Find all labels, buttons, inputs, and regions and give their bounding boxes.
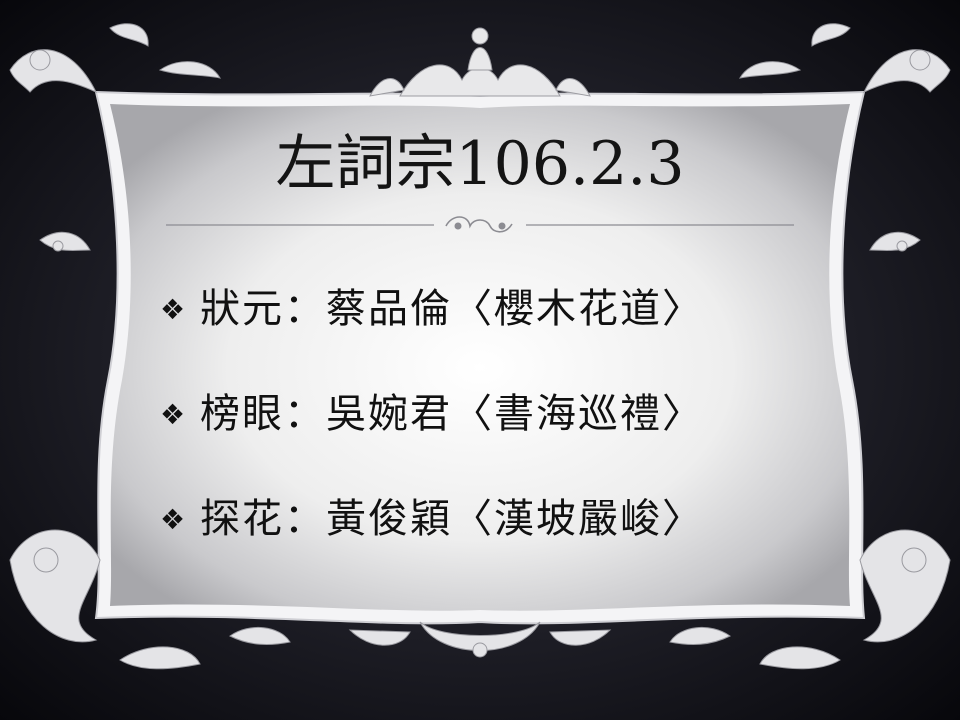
four-diamond-bullet-icon: ❖: [160, 503, 186, 536]
bottom-left-scroll-ornament: [9, 529, 291, 670]
list-item-text: 狀元：蔡品倫〈櫻木花道〉: [200, 286, 704, 332]
four-diamond-bullet-icon: ❖: [160, 293, 186, 326]
list-item: ❖ 榜眼：吳婉君〈書海巡禮〉: [160, 387, 860, 442]
frame-panel: [110, 104, 850, 611]
four-diamond-bullet-icon: ❖: [160, 398, 186, 431]
list-item-text: 探花：黃俊穎〈漢坡嚴峻〉: [200, 496, 704, 542]
title-divider: [166, 216, 794, 233]
list-item: ❖ 探花：黃俊穎〈漢坡嚴峻〉: [160, 492, 860, 547]
list-item-text: 榜眼：吳婉君〈書海巡禮〉: [200, 391, 704, 437]
right-side-ornament: [869, 231, 921, 252]
award-list: ❖ 狀元：蔡品倫〈櫻木花道〉 ❖ 榜眼：吳婉君〈書海巡禮〉 ❖ 探花：黃俊穎〈漢…: [160, 282, 860, 597]
bottom-center-ornament: [348, 621, 612, 658]
slide-title: 左詞宗106.2.3: [275, 129, 685, 199]
top-crest-ornament: [369, 27, 591, 97]
top-left-scroll-ornament: [9, 23, 221, 94]
top-right-scroll-ornament: [739, 23, 951, 94]
list-item: ❖ 狀元：蔡品倫〈櫻木花道〉: [160, 282, 860, 337]
left-side-ornament: [39, 231, 91, 252]
bottom-right-scroll-ornament: [669, 529, 951, 670]
